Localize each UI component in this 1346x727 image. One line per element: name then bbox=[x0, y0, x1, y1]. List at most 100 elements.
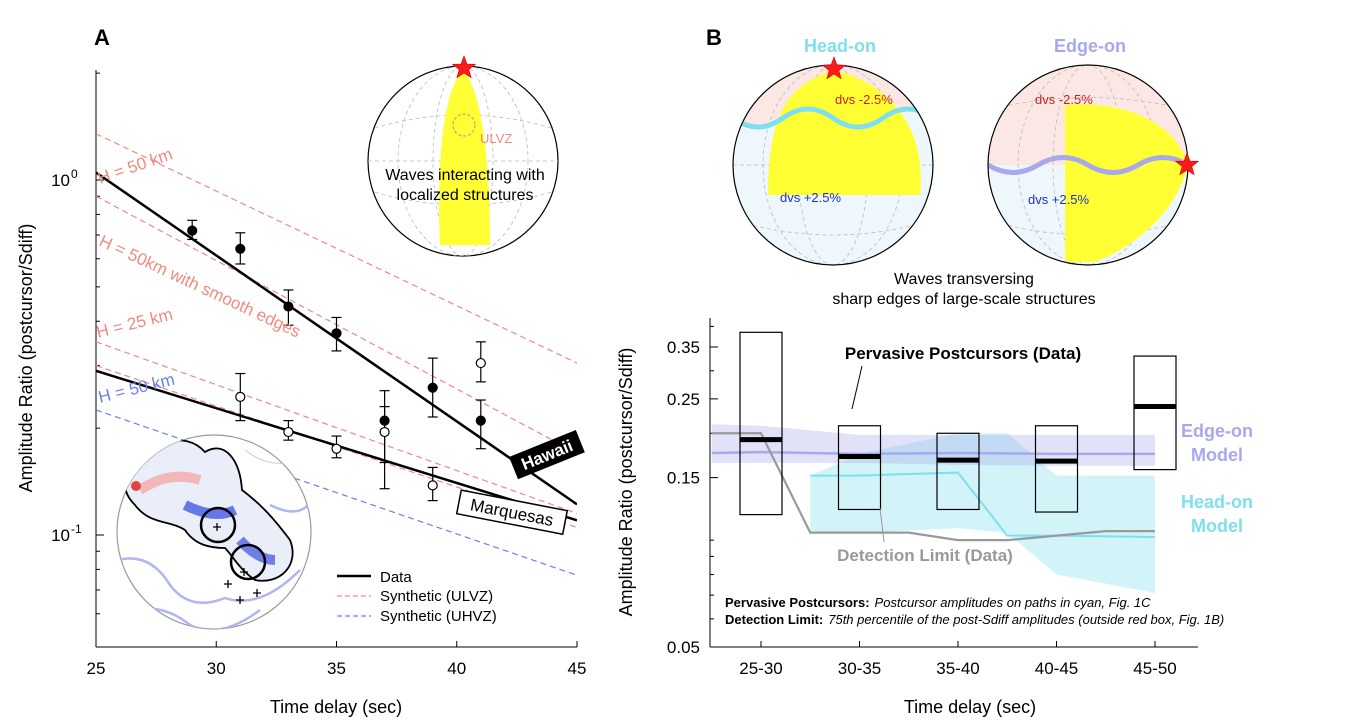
panel-b-y-ticks: 0.35 0.25 0.15 0.05 bbox=[667, 325, 718, 657]
panel-b-x-tick-label: 25-30 bbox=[739, 659, 782, 678]
hawaii-circle bbox=[199, 506, 237, 544]
panel-a-legend: Data Synthetic (ULVZ) Synthetic (UHVZ) bbox=[337, 569, 497, 625]
panel-b-x-tick-label: 35-40 bbox=[936, 659, 979, 678]
headon-source-star-icon bbox=[821, 56, 847, 80]
marquesas-label: Marquesas bbox=[455, 489, 569, 536]
panel-b-x-tick-label: 40-45 bbox=[1035, 659, 1078, 678]
headon-model-line bbox=[810, 471, 1156, 539]
edgeon-source-star-icon bbox=[1174, 152, 1200, 176]
panel-a-x-tick-label: 40 bbox=[447, 659, 466, 678]
panel-a-x-ticks: 25 30 35 40 45 bbox=[87, 641, 587, 678]
panel-b-y-tick-label: 0.25 bbox=[667, 390, 700, 409]
panel-a-x-tick-label: 35 bbox=[327, 659, 346, 678]
panel-a-x-tick-label: 45 bbox=[568, 659, 587, 678]
headon-dvs-neg: dvs -2.5% bbox=[835, 92, 893, 107]
panel-a-y-tick-exponent: 0 bbox=[71, 167, 78, 181]
anomaly-red bbox=[137, 471, 202, 495]
edgeon-dvs-pos: dvs +2.5% bbox=[1028, 192, 1090, 207]
data-point-hawaii bbox=[475, 415, 486, 426]
edgeon-model-band bbox=[711, 424, 1155, 466]
anomaly-dot-red bbox=[131, 481, 141, 491]
coastline-bottom bbox=[117, 557, 301, 605]
panel-b-x-label: Time delay (sec) bbox=[904, 697, 1036, 717]
synthetic-uhvz-line bbox=[96, 409, 577, 576]
label-headon-model-2: Model bbox=[1191, 516, 1243, 536]
globe-headon: dvs -2.5% dvs +2.5% bbox=[732, 56, 934, 266]
source-star-icon bbox=[451, 55, 477, 79]
ulvz-tag: ULVZ bbox=[480, 131, 512, 146]
marquesas-circle bbox=[229, 543, 267, 581]
panel-b-plot-area bbox=[711, 331, 1177, 593]
data-point-marquesas bbox=[283, 426, 294, 438]
data-point-hawaii bbox=[331, 328, 342, 339]
panel-b-caption-line1: Waves transversing bbox=[894, 271, 1034, 288]
detection-pointer-line bbox=[879, 507, 885, 543]
panel-b-y-label: Amplitude Ratio (postcursor/Sdiff) bbox=[616, 348, 636, 617]
label-headon-model-1: Head-on bbox=[1181, 492, 1253, 512]
edgeon-edge-line bbox=[988, 155, 1188, 175]
inset-ray-wedge bbox=[439, 70, 490, 245]
postcursor-box-45-50 bbox=[1133, 355, 1177, 471]
label-ulvz-25km: H = 25 km bbox=[94, 305, 174, 342]
inset-caption-line1: Waves interacting with bbox=[385, 167, 544, 184]
headon-title: Head-on bbox=[804, 36, 876, 56]
edgeon-title: Edge-on bbox=[1054, 36, 1126, 56]
edgeon-model-line bbox=[711, 450, 1155, 456]
data-point-marquesas bbox=[331, 443, 342, 454]
headon-model-band bbox=[810, 433, 1155, 593]
panel-b-y-tick-label: 0.05 bbox=[667, 638, 700, 657]
label-edgeon-model-2: Model bbox=[1191, 445, 1243, 465]
panel-a-y-tick-label: 10 bbox=[51, 171, 70, 190]
edgeon-ray-wedge bbox=[1065, 104, 1188, 262]
pervasive-pointer-line bbox=[851, 365, 863, 410]
detection-limit-line bbox=[711, 432, 1155, 542]
panel-a-plot-area bbox=[96, 133, 577, 576]
legend-ulvz-label: Synthetic (ULVZ) bbox=[380, 588, 493, 605]
postcursor-box-25-30 bbox=[739, 331, 783, 516]
data-point-hawaii bbox=[283, 301, 294, 312]
panel-a-y-tick-label: 10 bbox=[51, 526, 70, 545]
inset-caption-line2: localized structures bbox=[397, 187, 534, 204]
legend-uhvz-label: Synthetic (UHVZ) bbox=[380, 608, 497, 625]
data-point-marquesas bbox=[235, 391, 246, 402]
anomaly-blue-2 bbox=[236, 536, 276, 565]
panel-b-x-ticks: 25-30 30-35 35-40 40-45 45-50 bbox=[739, 641, 1177, 678]
postcursor-box-40-45 bbox=[1034, 425, 1079, 513]
inset-map bbox=[116, 434, 312, 630]
headon-dvs-pos: dvs +2.5% bbox=[780, 190, 842, 205]
panel-a-x-tick-label: 30 bbox=[207, 659, 226, 678]
postcursor-box-35-40 bbox=[936, 432, 980, 511]
headon-edge-line bbox=[733, 106, 933, 130]
data-point-hawaii bbox=[187, 225, 198, 236]
anomaly-blue-1 bbox=[182, 500, 238, 519]
note-detection: Detection Limit: 75th percentile of the p… bbox=[725, 612, 1224, 627]
panel-b-globes: Head-on Edge-on dvs -2.5% dvs +2.5% bbox=[732, 36, 1200, 308]
postcursor-box-30-35 bbox=[837, 425, 882, 511]
inset-globe-localized: ULVZ Waves interacting with localized st… bbox=[367, 55, 559, 257]
data-point-hawaii bbox=[235, 243, 246, 254]
legend-data-label: Data bbox=[380, 569, 412, 586]
panel-b-chart: 0.35 0.25 0.15 0.05 25-30 30-35 35-40 40-45 45-… bbox=[616, 318, 1253, 717]
panel-b-y-tick-label: 0.15 bbox=[667, 469, 700, 488]
panel-a-x-label: Time delay (sec) bbox=[270, 697, 402, 717]
synthetic-ulvz-line bbox=[96, 133, 577, 364]
headon-ray-wedge bbox=[768, 70, 921, 195]
label-ulvz-50km: H = 50 km bbox=[95, 144, 175, 187]
edgeon-dvs-neg: dvs -2.5% bbox=[1035, 92, 1093, 107]
label-pervasive-postcursors: Pervasive Postcursors (Data) bbox=[845, 344, 1081, 363]
panel-label-a: A bbox=[94, 25, 110, 50]
panel-a-y-label: Amplitude Ratio (postcursor/Sdiff) bbox=[16, 224, 36, 493]
ulvz-circle bbox=[452, 113, 476, 137]
data-point-marquesas bbox=[427, 480, 438, 491]
panel-b-caption-line2: sharp edges of large-scale structures bbox=[832, 291, 1095, 308]
note-pervasive: Pervasive Postcursors: Postcursor amplitu… bbox=[725, 595, 1151, 610]
data-point-marquesas bbox=[379, 426, 390, 438]
panel-b-x-tick-label: 45-50 bbox=[1133, 659, 1176, 678]
data-point-hawaii bbox=[427, 382, 438, 393]
panel-b-y-tick-label: 0.35 bbox=[667, 338, 700, 357]
panel-a-y-tick-exponent: -1 bbox=[71, 522, 82, 536]
station-crosses bbox=[213, 523, 261, 604]
